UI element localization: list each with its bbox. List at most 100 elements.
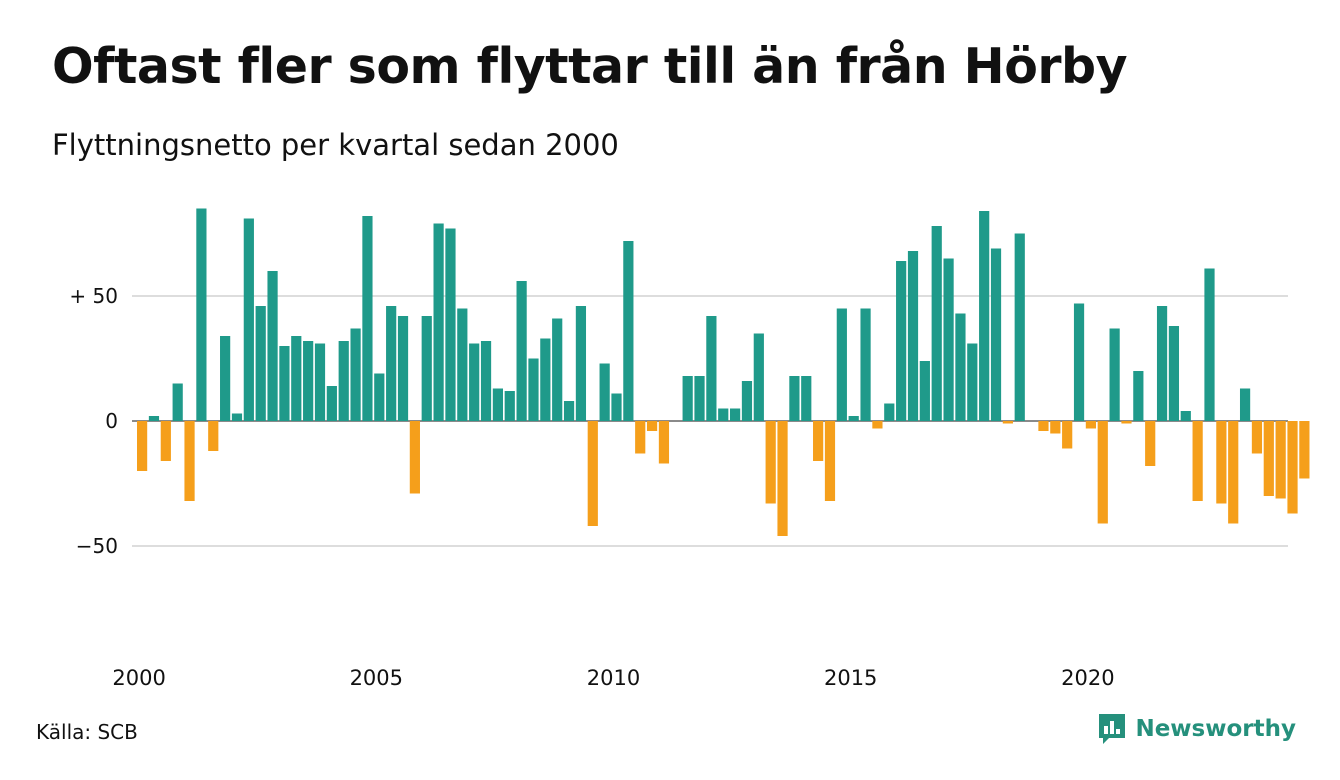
- bar[interactable]: [587, 421, 598, 526]
- bar[interactable]: [967, 343, 978, 422]
- bar[interactable]: [694, 376, 705, 421]
- bar[interactable]: [338, 341, 349, 421]
- bar[interactable]: [1073, 303, 1085, 422]
- bar[interactable]: [1275, 421, 1286, 499]
- bar[interactable]: [646, 421, 658, 431]
- bar[interactable]: [1228, 421, 1239, 524]
- bar[interactable]: [1002, 421, 1013, 424]
- bar[interactable]: [231, 413, 243, 422]
- bar[interactable]: [563, 401, 575, 421]
- bar[interactable]: [374, 373, 385, 422]
- bar[interactable]: [480, 341, 492, 421]
- bar[interactable]: [730, 408, 741, 422]
- bar[interactable]: [303, 341, 314, 421]
- bar[interactable]: [907, 251, 919, 421]
- bar[interactable]: [919, 361, 930, 421]
- bar[interactable]: [528, 358, 539, 422]
- bar[interactable]: [1180, 411, 1191, 421]
- bar[interactable]: [611, 393, 622, 422]
- bar[interactable]: [896, 261, 907, 421]
- bar[interactable]: [765, 421, 776, 504]
- bar[interactable]: [1216, 421, 1227, 504]
- bar[interactable]: [635, 421, 646, 454]
- bar[interactable]: [1145, 421, 1156, 466]
- bar[interactable]: [813, 421, 824, 461]
- brand-logo[interactable]: Newsworthy: [1097, 712, 1296, 746]
- bar[interactable]: [1038, 421, 1049, 431]
- bar[interactable]: [208, 421, 219, 451]
- x-tick-label: 2000: [112, 666, 165, 690]
- bar[interactable]: [457, 308, 468, 422]
- bar[interactable]: [540, 338, 551, 422]
- bar[interactable]: [409, 421, 420, 494]
- bar[interactable]: [860, 308, 871, 422]
- bar[interactable]: [314, 343, 326, 422]
- bar[interactable]: [267, 271, 278, 421]
- bar[interactable]: [623, 241, 634, 421]
- bar[interactable]: [931, 226, 942, 421]
- bar[interactable]: [682, 376, 693, 421]
- bar[interactable]: [350, 328, 361, 422]
- bar[interactable]: [990, 248, 1002, 422]
- bar[interactable]: [291, 336, 302, 421]
- bar[interactable]: [1050, 421, 1061, 434]
- bar[interactable]: [836, 308, 847, 422]
- bar[interactable]: [801, 376, 812, 421]
- bar[interactable]: [184, 421, 195, 501]
- bar[interactable]: [706, 316, 717, 421]
- bar[interactable]: [848, 416, 859, 421]
- bar[interactable]: [326, 386, 337, 421]
- bar[interactable]: [955, 313, 966, 422]
- bar[interactable]: [1097, 421, 1108, 524]
- bar[interactable]: [777, 421, 788, 536]
- bar[interactable]: [552, 318, 563, 422]
- bar[interactable]: [1168, 326, 1180, 421]
- bar[interactable]: [1263, 421, 1274, 496]
- bar[interactable]: [575, 306, 587, 421]
- bar[interactable]: [160, 421, 171, 461]
- bar[interactable]: [469, 343, 480, 422]
- bar[interactable]: [279, 346, 290, 421]
- bar[interactable]: [1156, 306, 1168, 421]
- bar[interactable]: [255, 306, 266, 421]
- bar[interactable]: [397, 316, 409, 421]
- bar[interactable]: [421, 316, 432, 421]
- bar[interactable]: [1085, 421, 1096, 429]
- bar[interactable]: [137, 421, 148, 471]
- bar[interactable]: [362, 216, 373, 421]
- bar[interactable]: [1204, 268, 1215, 422]
- bar[interactable]: [824, 421, 836, 501]
- bar[interactable]: [148, 416, 160, 421]
- bar[interactable]: [753, 333, 764, 422]
- bar[interactable]: [1239, 388, 1251, 422]
- bar[interactable]: [872, 421, 883, 429]
- bar[interactable]: [433, 223, 444, 422]
- bar[interactable]: [741, 381, 753, 421]
- bar[interactable]: [445, 228, 456, 422]
- bar[interactable]: [1299, 421, 1310, 479]
- bar[interactable]: [172, 383, 183, 422]
- bar[interactable]: [196, 208, 207, 422]
- bar[interactable]: [599, 363, 610, 422]
- bar[interactable]: [1251, 421, 1263, 454]
- bar[interactable]: [386, 306, 397, 421]
- bar[interactable]: [884, 403, 895, 422]
- bar[interactable]: [243, 218, 254, 422]
- bar[interactable]: [492, 388, 503, 422]
- bar[interactable]: [1287, 421, 1298, 514]
- bar[interactable]: [1014, 233, 1025, 422]
- bar[interactable]: [1133, 371, 1144, 421]
- bar[interactable]: [1121, 421, 1132, 424]
- bar[interactable]: [789, 376, 800, 421]
- chart-title: Oftast fler som flyttar till än från Hör…: [52, 38, 1128, 95]
- bar[interactable]: [220, 336, 231, 421]
- bar[interactable]: [979, 211, 990, 421]
- bar[interactable]: [1192, 421, 1203, 501]
- bar[interactable]: [1109, 328, 1120, 422]
- bar[interactable]: [1062, 421, 1073, 449]
- bar[interactable]: [504, 391, 515, 421]
- bar[interactable]: [516, 281, 527, 421]
- bar[interactable]: [943, 258, 954, 422]
- bar[interactable]: [718, 408, 729, 422]
- bar[interactable]: [658, 421, 670, 464]
